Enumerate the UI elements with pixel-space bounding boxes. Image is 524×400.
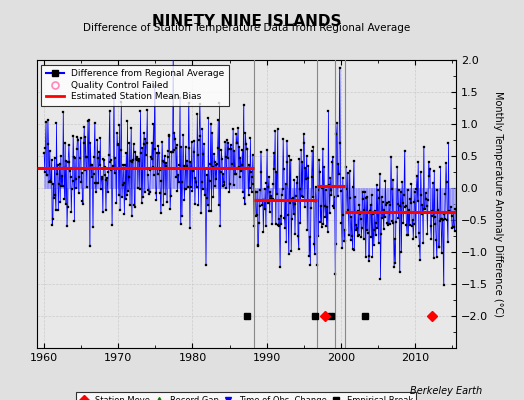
Text: Berkeley Earth: Berkeley Earth bbox=[410, 386, 482, 396]
Text: NINETY NINE ISLANDS: NINETY NINE ISLANDS bbox=[151, 14, 341, 29]
Y-axis label: Monthly Temperature Anomaly Difference (°C): Monthly Temperature Anomaly Difference (… bbox=[494, 91, 504, 317]
Legend: Station Move, Record Gap, Time of Obs. Change, Empirical Break: Station Move, Record Gap, Time of Obs. C… bbox=[77, 392, 416, 400]
Text: Difference of Station Temperature Data from Regional Average: Difference of Station Temperature Data f… bbox=[83, 23, 410, 33]
